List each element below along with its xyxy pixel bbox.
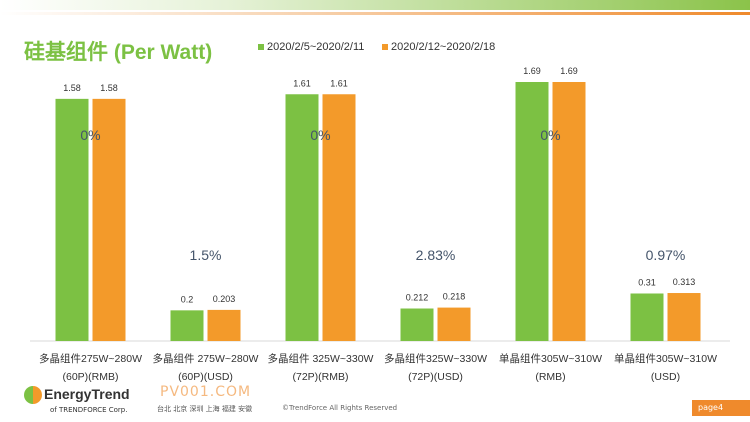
data-label: 0.218 [443,292,466,302]
category-label: 多晶组件 275W~280W [153,352,259,365]
energytrend-logo: EnergyTrend [24,386,130,405]
bar-week2 [92,98,126,341]
change-label: 0.97% [646,247,686,263]
watermark: PV001.COM [160,384,252,400]
bar-week1 [285,94,319,342]
legend-item-week1: 2020/2/5~2020/2/11 [258,41,364,53]
data-label: 0.203 [213,294,236,304]
category-label: (60P)(USD) [178,371,233,383]
bar-week2 [552,82,586,341]
bar-week2 [207,309,241,341]
change-label: 0% [310,127,330,143]
change-label: 2.83% [416,247,456,263]
data-label: 1.69 [523,66,541,76]
category-label: 多晶组件275W~280W [39,352,142,365]
bar-week1 [55,98,89,341]
category-label: 单晶组件305W~310W [614,352,717,365]
logo-icon [24,386,42,405]
category-label: (60P)(RMB) [62,371,118,383]
legend-item-week2: 2020/2/12~2020/2/18 [382,41,495,53]
change-label: 0% [80,127,100,143]
data-label: 1.58 [63,83,81,93]
bar-week2 [437,307,471,341]
data-label: 1.61 [330,78,348,88]
category-label: 单晶组件305W~310W [499,352,602,365]
category-label: (72P)(RMB) [292,371,348,383]
data-label: 1.61 [293,78,311,88]
legend-label: 2020/2/12~2020/2/18 [391,41,496,53]
data-label: 0.212 [406,293,429,303]
bar-week1 [515,82,549,341]
category-label: (72P)(USD) [408,371,463,383]
footer-cities: 台北 北京 深圳 上海 福建 安徽 [157,405,253,413]
category-label: 多晶组件 325W~330W [268,352,374,365]
category-label: (USD) [651,371,680,383]
data-label: 1.58 [100,83,118,93]
category-label: 多晶组件325W~330W [384,352,487,365]
bar-week1 [630,293,664,341]
data-label: 0.2 [181,294,194,304]
category-label: (RMB) [535,371,565,383]
data-label: 0.313 [673,277,696,287]
legend-swatch-green [258,44,264,50]
data-label: 1.69 [560,66,578,76]
data-label: 0.31 [638,277,656,287]
chart-title: 硅基组件 (Per Watt) [24,41,213,64]
bar-week1 [400,308,434,341]
bar-week2 [667,293,701,341]
page-number: page4 [692,400,750,416]
legend-swatch-orange [382,44,388,50]
header-gradient-bar [0,0,750,10]
bar-week1 [170,310,204,341]
brand-name: EnergyTrend [44,386,130,402]
header-accent-line [0,12,750,15]
bar-week2 [322,94,356,342]
legend-label: 2020/2/5~2020/2/11 [267,41,365,53]
change-label: 1.5% [190,247,222,263]
brand-sub: of TRENDFORCE Corp. [50,406,128,414]
copyright: ©TrendForce All Rights Reserved [282,404,398,412]
change-label: 0% [540,127,560,143]
